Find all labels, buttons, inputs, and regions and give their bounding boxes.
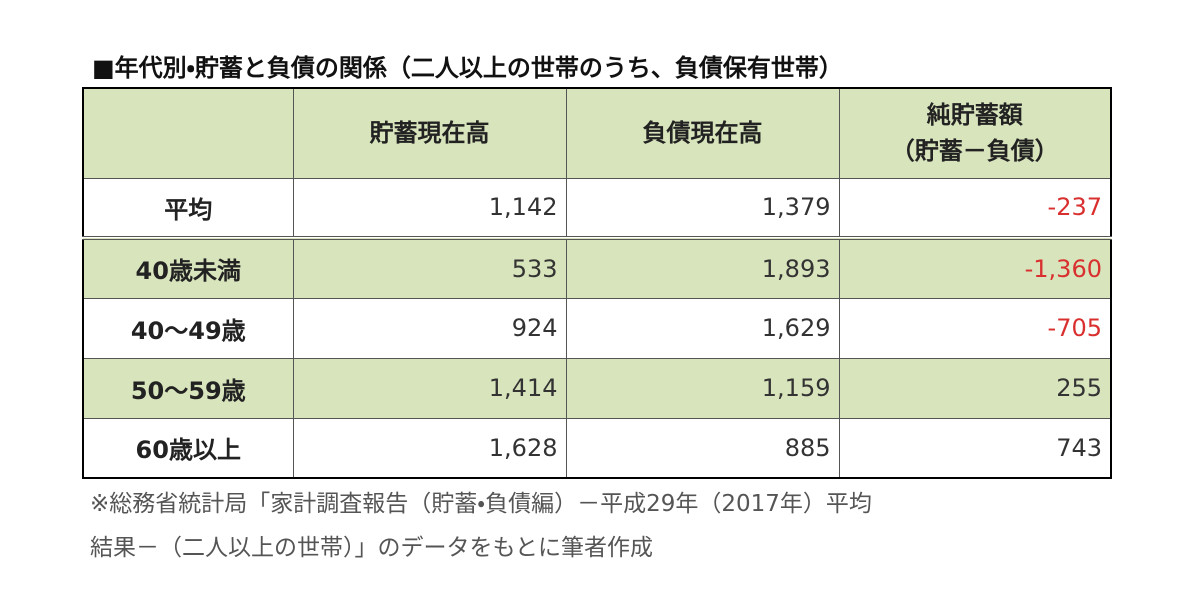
- header-row: 貯蓄現在高 負債現在高 純貯蓄額 （貯蓄－負債）: [82, 87, 1112, 179]
- table-row: 40～49歳 924 1,629 -705: [82, 297, 1112, 359]
- value-cell: -705: [838, 297, 1112, 359]
- value-cell: 1,379: [565, 177, 840, 239]
- value-cell: -237: [838, 177, 1112, 239]
- row-label: 50～59歳: [82, 357, 294, 419]
- value-cell: 743: [838, 417, 1112, 479]
- table-row: 平均 1,142 1,379 -237: [82, 177, 1112, 239]
- data-table: 貯蓄現在高 負債現在高 純貯蓄額 （貯蓄－負債） 平均 1,142 1,379 -237 40歳…: [82, 87, 1112, 479]
- value-cell: 533: [292, 236, 567, 299]
- footnote-line: 結果－（二人以上の世帯）」のデータをもとに筆者作成: [90, 535, 654, 561]
- footnote: ※総務省統計局「家計調査報告（貯蓄・負債編）－平成29年（2017年）平均 結果－…: [90, 482, 872, 570]
- value-cell: 1,628: [292, 417, 567, 479]
- header-text: 純貯蓄額: [926, 101, 1023, 130]
- value-cell: 1,629: [565, 297, 840, 359]
- footnote-line: ※総務省統計局「家計調査報告（貯蓄・負債編）－平成29年（2017年）平均: [90, 491, 872, 517]
- table-row: 50～59歳 1,414 1,159 255: [82, 357, 1112, 419]
- row-label: 60歳以上: [82, 417, 294, 479]
- table-row: 40歳未満 533 1,893 -1,360: [82, 236, 1112, 299]
- value-cell: 885: [565, 417, 840, 479]
- value-cell: 924: [292, 297, 567, 359]
- header-cell: 貯蓄現在高: [292, 87, 567, 179]
- corner-cell: [82, 87, 294, 179]
- value-cell: 1,142: [292, 177, 567, 239]
- row-label: 40～49歳: [82, 297, 294, 359]
- table-row: 60歳以上 1,628 885 743: [82, 417, 1112, 479]
- header-text: 貯蓄現在高: [369, 119, 490, 148]
- header-cell: 純貯蓄額 （貯蓄－負債）: [838, 87, 1112, 179]
- header-text: （貯蓄－負債）: [890, 137, 1059, 166]
- value-cell: 255: [838, 357, 1112, 419]
- value-cell: 1,414: [292, 357, 567, 419]
- header-text: 負債現在高: [642, 119, 763, 148]
- header-cell: 負債現在高: [565, 87, 840, 179]
- value-cell: 1,893: [565, 236, 840, 299]
- row-label: 40歳未満: [82, 236, 294, 299]
- value-cell: 1,159: [565, 357, 840, 419]
- row-label: 平均: [82, 177, 294, 239]
- value-cell: -1,360: [838, 236, 1112, 299]
- table-title: ■年代別・貯蓄と負債の関係（二人以上の世帯のうち、負債保有世帯）: [92, 54, 843, 82]
